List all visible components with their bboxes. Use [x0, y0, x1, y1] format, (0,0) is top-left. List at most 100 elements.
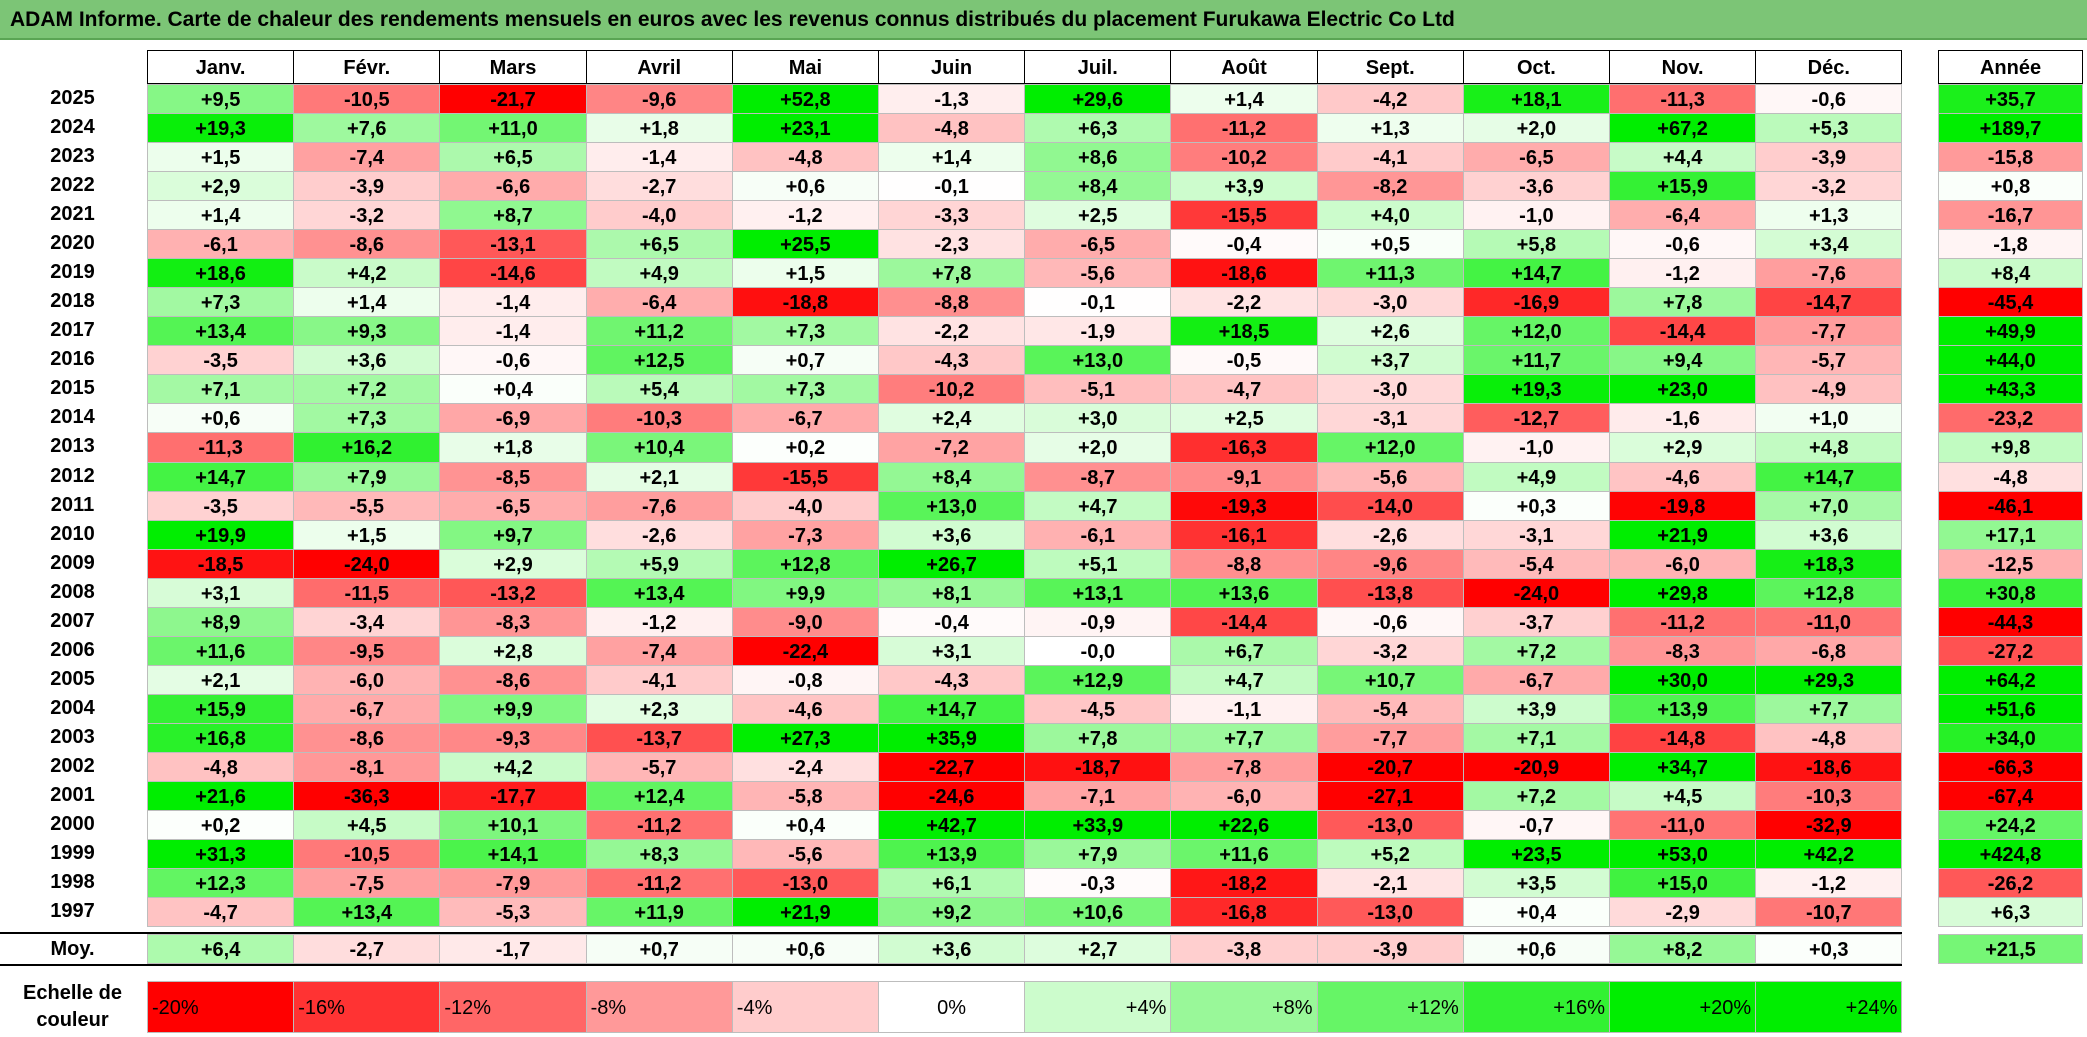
heatmap-cell: -2,3 [878, 229, 1026, 260]
heatmap-cell: +8,4 [1024, 171, 1172, 202]
heatmap-cell: +2,0 [1024, 432, 1172, 463]
heatmap-cell: -4,6 [1609, 461, 1757, 492]
heatmap-cell: -5,6 [731, 839, 879, 870]
heatmap-cell: -3,0 [1316, 287, 1464, 318]
heatmap-cell: -14,4 [1170, 606, 1318, 637]
heatmap-cell: +7,6 [293, 113, 441, 144]
heatmap-cell: +0,6 [731, 171, 879, 202]
month-header: Mai [731, 50, 879, 84]
annual-cell: -4,8 [1938, 461, 2083, 492]
heatmap-cell: -19,3 [1170, 490, 1318, 521]
heatmap-cell: +6,5 [439, 142, 587, 173]
heatmap-cell: -1,6 [1609, 403, 1757, 434]
average-cell: +0,6 [1462, 934, 1610, 964]
month-header: Juil. [1024, 50, 1172, 84]
heatmap-cell: -0,1 [878, 171, 1026, 202]
heatmap-cell: +5,2 [1316, 839, 1464, 870]
heatmap-cell: +42,7 [878, 810, 1026, 841]
heatmap-cell: -13,0 [1316, 897, 1464, 928]
year-label: 2007 [50, 609, 95, 632]
heatmap-cell: -18,2 [1170, 868, 1318, 899]
heatmap-cell: +7,9 [293, 461, 441, 492]
heatmap-cell: +13,9 [878, 839, 1026, 870]
heatmap-cell: +14,7 [147, 461, 295, 492]
heatmap-cell: +11,9 [585, 897, 733, 928]
year-label: 2003 [50, 725, 95, 748]
heatmap-cell: -6,1 [1024, 519, 1172, 550]
annual-cell: -12,5 [1938, 548, 2083, 579]
heatmap-cell: -3,4 [293, 606, 441, 637]
heatmap-cell: +1,5 [731, 258, 879, 289]
heatmap-cell: +9,3 [293, 316, 441, 347]
heatmap-cell: +16,8 [147, 722, 295, 753]
annual-header: Année [1938, 50, 2083, 84]
year-label: 2008 [50, 580, 95, 603]
heatmap-cell: +11,3 [1316, 258, 1464, 289]
heatmap-cell: -5,4 [1316, 693, 1464, 724]
heatmap-cell: +7,7 [1170, 722, 1318, 753]
heatmap-cell: +4,9 [585, 258, 733, 289]
heatmap-cell: +11,0 [439, 113, 587, 144]
heatmap-cell: +2,1 [585, 461, 733, 492]
heatmap-cell: -20,9 [1462, 751, 1610, 782]
heatmap-cell: -7,6 [585, 490, 733, 521]
heatmap-cell: +30,0 [1609, 664, 1757, 695]
heatmap-cell: -4,8 [731, 142, 879, 173]
scale-label-line1: Echelle de [23, 982, 122, 1004]
heatmap-cell: -13,8 [1316, 577, 1464, 608]
heatmap-cell: +2,6 [1316, 316, 1464, 347]
heatmap-cell: -8,5 [439, 461, 587, 492]
heatmap-cell: +15,0 [1609, 868, 1757, 899]
heatmap-cell: +1,4 [1170, 84, 1318, 115]
heatmap-cell: +0,4 [439, 374, 587, 405]
scale-swatch: +12% [1316, 981, 1464, 1033]
heatmap-cell: -1,2 [585, 606, 733, 637]
heatmap-cell: -3,9 [293, 171, 441, 202]
heatmap-cell: +3,4 [1755, 229, 1903, 260]
heatmap-cell: +1,4 [293, 287, 441, 318]
heatmap-cell: +5,4 [585, 374, 733, 405]
heatmap-cell: -2,4 [731, 751, 879, 782]
heatmap-cell: +4,7 [1170, 664, 1318, 695]
heatmap-cell: +7,3 [731, 374, 879, 405]
heatmap-cell: -1,4 [439, 287, 587, 318]
heatmap-cell: +33,9 [1024, 810, 1172, 841]
heatmap-cell: +5,9 [585, 548, 733, 579]
year-label: 2013 [50, 435, 95, 458]
average-cell: +0,3 [1755, 934, 1903, 964]
annual-cell: +34,0 [1938, 722, 2083, 753]
heatmap-cell: -11,2 [585, 810, 733, 841]
heatmap-cell: +42,2 [1755, 839, 1903, 870]
heatmap-cell: +14,1 [439, 839, 587, 870]
heatmap-cell: -5,1 [1024, 374, 1172, 405]
heatmap-cell: -6,6 [439, 171, 587, 202]
year-label: 2019 [50, 261, 95, 284]
heatmap-cell: +0,2 [731, 432, 879, 463]
annual-cell: -27,2 [1938, 635, 2083, 666]
heatmap-cell: +23,5 [1462, 839, 1610, 870]
heatmap-cell: -7,6 [1755, 258, 1903, 289]
heatmap-cell: +0,2 [147, 810, 295, 841]
heatmap-cell: -14,4 [1609, 316, 1757, 347]
heatmap-cell: +8,6 [1024, 142, 1172, 173]
heatmap-cell: -8,2 [1316, 171, 1464, 202]
heatmap-cell: -5,6 [1316, 461, 1464, 492]
heatmap-cell: -18,5 [147, 548, 295, 579]
month-header: Sept. [1316, 50, 1464, 84]
heatmap-cell: +5,1 [1024, 548, 1172, 579]
heatmap-cell: +4,0 [1316, 200, 1464, 231]
heatmap-cell: -7,4 [585, 635, 733, 666]
heatmap-cell: +14,7 [878, 693, 1026, 724]
heatmap-cell: +12,8 [731, 548, 879, 579]
heatmap-cell: +14,7 [1755, 461, 1903, 492]
year-label: 2015 [50, 377, 95, 400]
heatmap-cell: -10,3 [1755, 780, 1903, 811]
annual-cell: -67,4 [1938, 780, 2083, 811]
heatmap-cell: +4,8 [1755, 432, 1903, 463]
heatmap-cell: -16,8 [1170, 897, 1318, 928]
heatmap-cell: +13,0 [1024, 345, 1172, 376]
heatmap-cell: -18,6 [1170, 258, 1318, 289]
scale-swatch: -16% [293, 981, 441, 1033]
heatmap-cell: -27,1 [1316, 780, 1464, 811]
scale-swatch: -12% [439, 981, 587, 1033]
